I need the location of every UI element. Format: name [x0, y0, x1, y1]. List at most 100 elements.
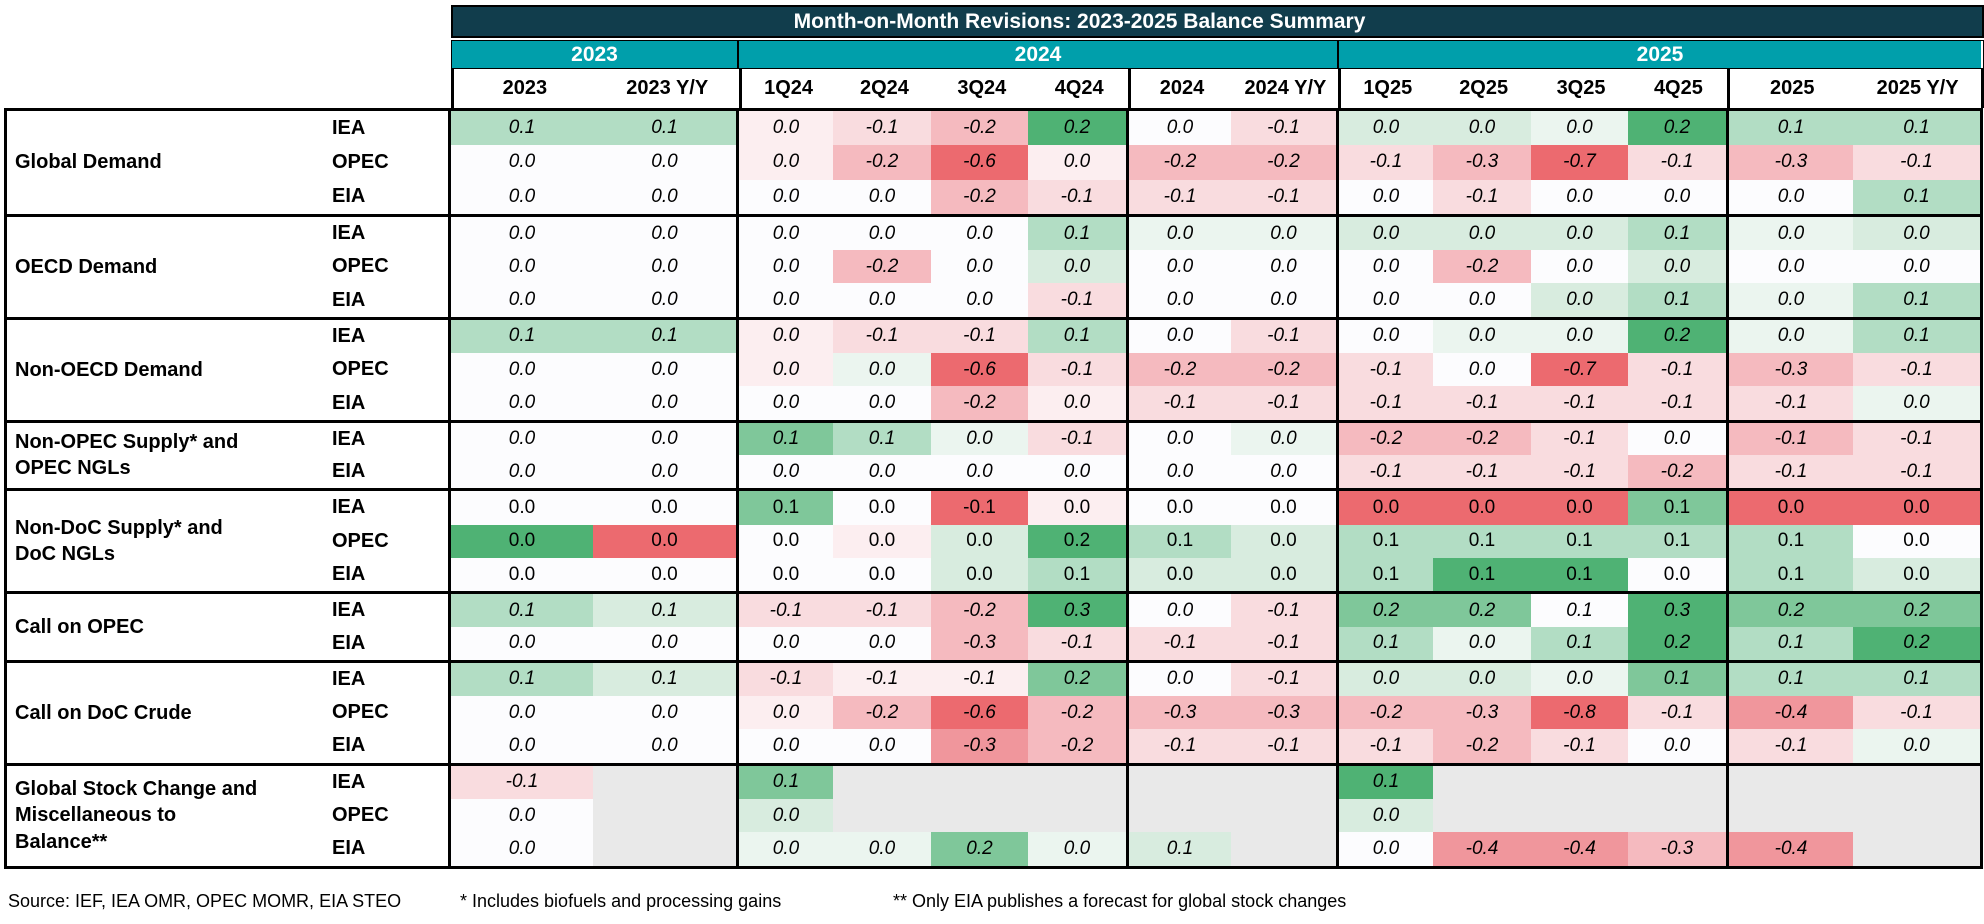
column-header: 2Q25	[1459, 77, 1509, 99]
table-row: IEA -0.1 0.1 0.1	[266, 765, 1980, 799]
value-cell: -0.1	[1028, 353, 1126, 387]
value-cell: 0.1	[1531, 557, 1628, 592]
value-cell: 0.2	[931, 832, 1028, 866]
value-cell: 0.0	[1126, 557, 1231, 592]
column-header: 2025 Y/Y	[1876, 77, 1959, 99]
value-cell: 0.1	[451, 662, 593, 697]
value-cell: 0.0	[593, 696, 736, 730]
value-cell: 0.1	[1628, 524, 1726, 558]
source-label: IEA	[266, 594, 451, 627]
value-cell: -0.3	[1433, 145, 1531, 180]
value-cell: -0.1	[1628, 145, 1726, 180]
table-section: Call on OPEC IEA 0.1 0.1 -0.1 -0.1 -0.2 0.3 0.0-…	[7, 591, 1980, 660]
value-cell: 0.0	[1853, 216, 1980, 251]
source-label: OPEC	[266, 798, 451, 833]
table-row: IEA 0.1 0.1 0.0 -0.1 -0.1 0.1 0.0 -0.1 0.0 0.0 0.0 0…	[266, 319, 1980, 354]
value-cell: -0.1	[736, 662, 833, 697]
value-cell	[833, 798, 931, 833]
table-row: EIA 0.0 0.0 0.0 0.0 0.0 -0.1 0.0 0.0 0.0 0.0 0.0 0.1…	[266, 283, 1980, 317]
value-cell: 0.0	[833, 455, 931, 489]
value-cell: 0.0	[593, 145, 736, 180]
value-cell: 0.1	[1726, 524, 1853, 558]
value-cell: 0.0	[451, 798, 593, 833]
row-group-label: Non-DoC Supply* and DoC NGLs	[7, 491, 266, 592]
value-cell: 0.0	[736, 729, 833, 763]
value-cell: 0.0	[1336, 798, 1433, 833]
value-cell: -0.1	[1853, 422, 1980, 456]
value-cell: 0.0	[1231, 524, 1336, 558]
value-cell: 0.0	[736, 283, 833, 317]
value-cell: 0.0	[593, 179, 736, 214]
value-cell: 0.0	[833, 179, 931, 214]
value-cell: -0.2	[833, 696, 931, 730]
value-cell: 0.1	[1726, 662, 1853, 697]
value-cell: 0.0	[1531, 179, 1628, 214]
value-cell: 0.1	[1126, 524, 1231, 558]
value-cell: 0.0	[1231, 455, 1336, 489]
value-cell: 0.1	[1433, 557, 1531, 592]
column-header: 3Q25	[1556, 77, 1606, 99]
value-cell: -0.1	[1231, 594, 1336, 627]
value-cell: 0.0	[1126, 491, 1231, 525]
value-cell: -0.2	[1433, 422, 1531, 456]
value-cell	[1531, 798, 1628, 833]
value-cell: 0.0	[1231, 250, 1336, 284]
year-band: 2023	[452, 41, 737, 68]
value-cell: -0.1	[1726, 455, 1853, 489]
value-cell: 0.0	[1433, 319, 1531, 354]
value-cell: -0.4	[1531, 832, 1628, 866]
value-cell: 0.0	[1231, 557, 1336, 592]
value-cell: 0.0	[736, 111, 833, 146]
value-cell: 0.0	[1726, 283, 1853, 317]
value-cell: 0.0	[1126, 319, 1231, 354]
row-group-label: Call on DoC Crude	[7, 662, 266, 763]
value-cell: -0.1	[1126, 179, 1231, 214]
year-band: 2025	[1337, 41, 1981, 68]
value-cell: 0.0	[736, 798, 833, 833]
source-label: EIA	[266, 386, 451, 420]
row-group-label: Non-OECD Demand	[7, 319, 266, 420]
section-rows: IEA 0.1 0.1 -0.1 -0.1 -0.1 0.2 0.0 -0.1 0.0 0.0 0.0…	[266, 662, 1980, 763]
value-cell: -0.1	[1726, 729, 1853, 763]
table-row: IEA 0.1 0.1 0.0 -0.1 -0.2 0.2 0.0 -0.1 0.0 0.0 0.0 0…	[266, 111, 1980, 146]
value-cell: 0.1	[1853, 283, 1980, 317]
value-cell: 0.1	[1531, 594, 1628, 627]
value-cell: 0.0	[931, 557, 1028, 592]
value-cell: 0.0	[931, 216, 1028, 251]
value-cell: 0.0	[833, 626, 931, 660]
value-cell	[1126, 765, 1231, 799]
value-cell: -0.2	[1126, 353, 1231, 387]
value-cell: -0.3	[1231, 696, 1336, 730]
row-group-label: OECD Demand	[7, 216, 266, 317]
value-cell: 0.2	[1028, 111, 1126, 146]
value-cell	[1726, 765, 1853, 799]
value-cell: 0.0	[451, 216, 593, 251]
value-cell: 0.1	[1628, 216, 1726, 251]
value-cell: 0.0	[1726, 319, 1853, 354]
year-band-row: 2023 2024 2025	[451, 40, 1984, 69]
value-cell: -0.1	[1433, 179, 1531, 214]
value-cell: 0.0	[736, 524, 833, 558]
table-row: EIA 0.0 0.0 0.0 0.0 0.0 0.0 0.0 0.0 -0.1 -0.1 -0.1-…	[266, 455, 1980, 489]
table-section: Call on DoC Crude IEA 0.1 0.1 -0.1 -0.1 -0.1 0.…	[7, 659, 1980, 763]
value-cell: 0.0	[1028, 455, 1126, 489]
value-cell: 0.2	[1853, 626, 1980, 660]
value-cell	[1853, 832, 1980, 866]
value-cell: -0.8	[1531, 696, 1628, 730]
value-cell	[1531, 765, 1628, 799]
value-cell: 0.0	[736, 216, 833, 251]
value-cell	[1853, 765, 1980, 799]
value-cell: 0.0	[451, 491, 593, 525]
value-cell: 0.0	[1853, 250, 1980, 284]
value-cell: -0.3	[1126, 696, 1231, 730]
value-cell: 0.0	[736, 696, 833, 730]
value-cell: 0.2	[1628, 111, 1726, 146]
value-cell	[1028, 798, 1126, 833]
value-cell: -0.1	[1028, 179, 1126, 214]
source-label: OPEC	[266, 250, 451, 284]
value-cell: 0.0	[451, 283, 593, 317]
value-cell: 0.0	[1028, 832, 1126, 866]
value-cell: 0.0	[1726, 216, 1853, 251]
value-cell: 0.0	[833, 729, 931, 763]
table-row: IEA 0.1 0.1 -0.1 -0.1 -0.1 0.2 0.0 -0.1 0.0 0.0 0.0…	[266, 662, 1980, 697]
